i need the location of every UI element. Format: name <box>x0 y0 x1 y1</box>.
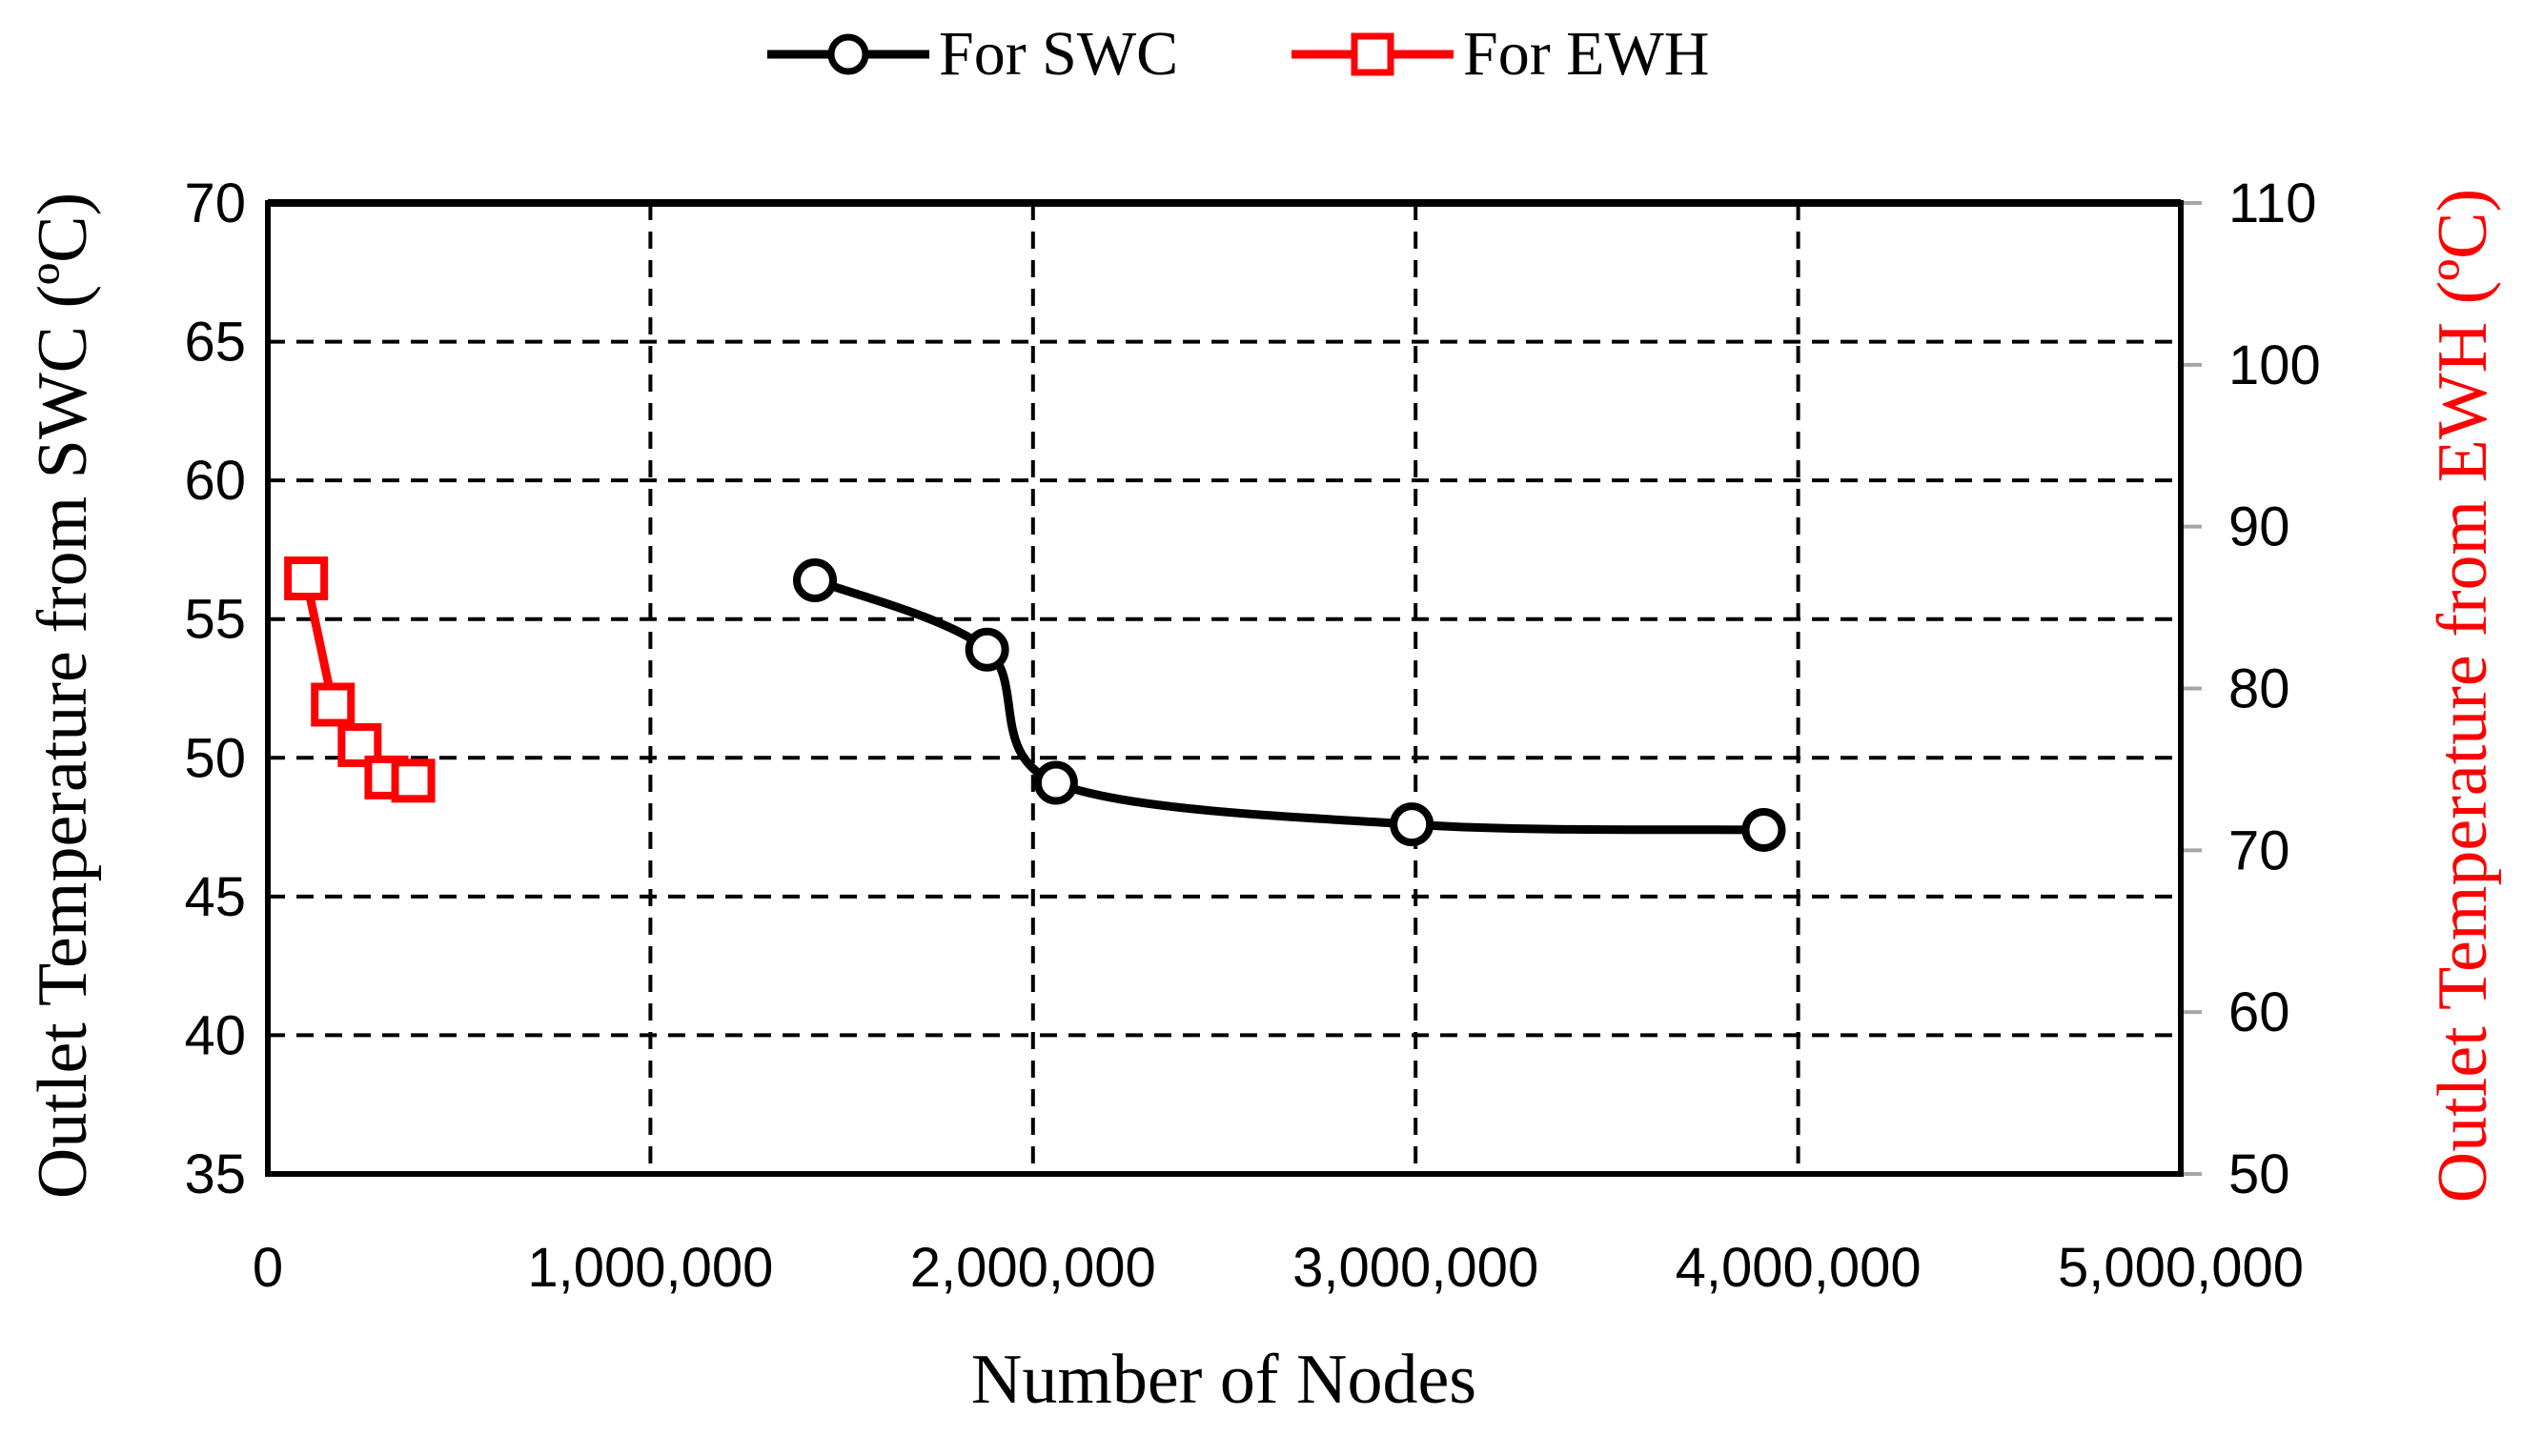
x-tick-label: 4,000,000 <box>1676 1237 1922 1299</box>
right-y-tick-label: 60 <box>2228 981 2290 1043</box>
left-y-tick-label: 70 <box>184 172 246 234</box>
left-y-tick-label: 45 <box>184 866 246 928</box>
left-y-tick-label: 40 <box>184 1004 246 1066</box>
right-y-axis-title: Outlet Temperature from EWH (ºC) <box>2424 189 2502 1203</box>
data-point <box>793 557 838 602</box>
legend-ewh-label: For EWH <box>1463 19 1709 89</box>
left-y-axis-title: Outlet Temperature from SWC (ºC) <box>24 192 102 1199</box>
right-y-tick-label: 110 <box>2228 172 2316 234</box>
data-point <box>1390 802 1434 847</box>
data-point <box>391 758 436 803</box>
gridlines <box>268 203 2181 1174</box>
x-tick-label: 5,000,000 <box>2058 1237 2304 1299</box>
legend-ewh-marker <box>1351 32 1394 76</box>
data-point <box>311 682 356 727</box>
right-y-tick-label: 70 <box>2228 819 2290 881</box>
legend-swc-marker <box>827 33 869 75</box>
x-axis-tick-labels: 0 1,000,000 2,000,000 3,000,000 4,000,000 5,0… <box>253 1237 2304 1299</box>
right-y-tick-label: 90 <box>2228 496 2290 558</box>
data-point <box>1033 760 1078 805</box>
series-swc <box>793 557 1786 852</box>
x-tick-label: 3,000,000 <box>1292 1237 1538 1299</box>
left-y-tick-label: 50 <box>184 727 246 789</box>
legend-swc-label: For SWC <box>939 19 1178 89</box>
right-y-tick-label: 100 <box>2228 334 2321 396</box>
legend-item-swc: For SWC <box>767 19 1178 89</box>
data-point <box>284 556 329 601</box>
right-y-tick-label: 80 <box>2228 658 2290 720</box>
left-y-tick-label: 55 <box>184 589 246 651</box>
series-line <box>813 576 1764 835</box>
legend: For SWC For EWH <box>767 19 1709 89</box>
right-y-tick-label: 50 <box>2228 1143 2290 1205</box>
legend-item-ewh: For EWH <box>1292 19 1709 89</box>
left-y-tick-label: 65 <box>184 312 246 374</box>
left-y-tick-label: 35 <box>184 1143 246 1205</box>
x-tick-label: 0 <box>253 1237 283 1299</box>
x-axis-title: Number of Nodes <box>971 1341 1476 1419</box>
x-tick-label: 1,000,000 <box>527 1237 773 1299</box>
series-ewh <box>284 556 436 803</box>
x-tick-label: 2,000,000 <box>910 1237 1156 1299</box>
data-point <box>965 627 1009 672</box>
data-point <box>1741 807 1786 852</box>
left-y-tick-label: 60 <box>184 450 246 512</box>
series-layer <box>284 556 1786 852</box>
left-y-axis-tick-labels: 35 40 45 50 55 60 65 70 <box>184 172 246 1205</box>
